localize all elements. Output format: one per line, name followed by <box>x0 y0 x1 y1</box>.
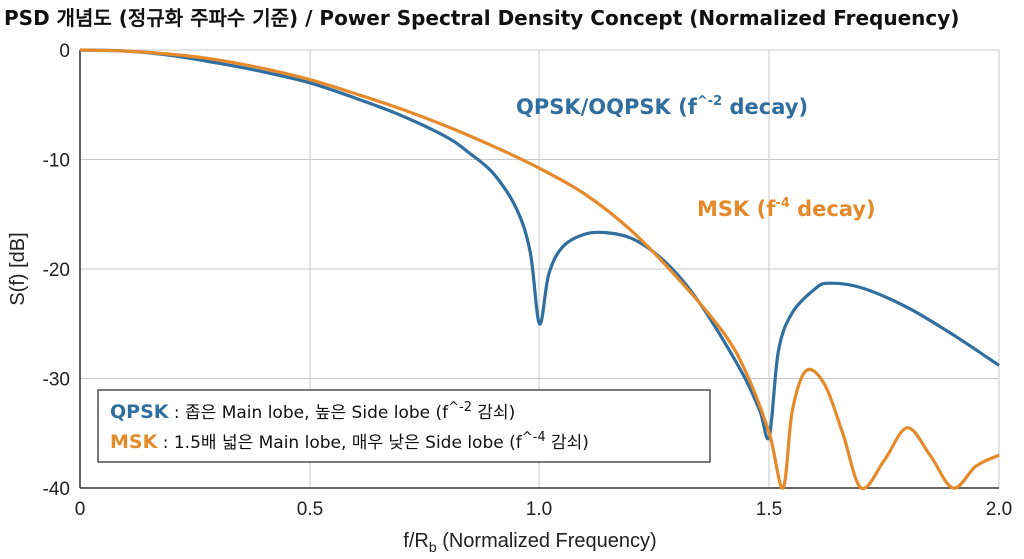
qpsk-annotation: QPSK/OQPSK (f^-2 decay) <box>516 94 808 119</box>
series-layer <box>79 48 1000 491</box>
qpsk-annotation-sup: ^-2 <box>697 94 722 109</box>
legend-row-msk: MSK : 1.5배 넓은 Main lobe, 매우 낮은 Side lobe… <box>110 430 589 453</box>
axes <box>79 50 999 489</box>
grid-lines <box>80 49 1000 488</box>
msk-annotation: MSK (f-4 decay) <box>697 196 876 221</box>
x-axis-label: f/Rb (Normalized Frequency) <box>403 530 656 555</box>
legend: QPSK : 좁은 Main lobe, 높은 Side lobe (f^-2 … <box>97 389 711 463</box>
x-tick-label: 1.0 <box>526 499 552 520</box>
x-tick-labels: 0 0.5 1.0 1.5 2.0 <box>75 499 1013 520</box>
x-tick-label: 2.0 <box>986 499 1012 520</box>
x-axis-label-main: f/R <box>403 530 429 552</box>
legend-post-qpsk: 감쇠) <box>472 403 515 423</box>
qpsk-annotation-text: QPSK/OQPSK (f <box>516 95 698 119</box>
legend-desc-msk: : 1.5배 넓은 Main lobe, 매우 낮은 Side lobe (f <box>157 433 522 453</box>
y-tick-label: -30 <box>43 370 70 391</box>
y-tick-label: 0 <box>59 41 70 62</box>
legend-box <box>97 389 711 463</box>
legend-desc-qpsk: : 좁은 Main lobe, 높은 Side lobe (f <box>168 403 449 423</box>
legend-sup-msk: ^-4 <box>522 430 546 445</box>
msk-annotation-sup: -4 <box>775 196 789 211</box>
legend-sup-qpsk: ^-2 <box>448 400 472 415</box>
x-axis-label-rest: (Normalized Frequency) <box>437 530 657 552</box>
legend-row-qpsk: QPSK : 좁은 Main lobe, 높은 Side lobe (f^-2 … <box>110 400 515 423</box>
legend-post-msk: 감쇠) <box>546 433 589 453</box>
y-tick-labels: 0 -10 -20 -30 -40 <box>43 41 70 500</box>
chart-title: PSD 개념도 (정규화 주파수 기준) / Power Spectral De… <box>4 6 959 30</box>
y-tick-label: -20 <box>43 260 70 281</box>
x-tick-label: 0.5 <box>297 499 323 520</box>
x-tick-label: 0 <box>75 499 86 520</box>
legend-key-qpsk: QPSK <box>110 401 170 423</box>
y-axis-label: S(f) [dB] <box>7 232 29 305</box>
y-tick-label: -10 <box>43 151 70 172</box>
series-line-qpsk-oqpsk <box>79 48 1000 441</box>
qpsk-annotation-after: decay) <box>722 95 808 119</box>
legend-key-msk: MSK <box>110 431 159 453</box>
msk-annotation-after: decay) <box>790 197 876 221</box>
msk-annotation-text: MSK (f <box>697 197 776 221</box>
y-tick-label: -40 <box>43 479 70 500</box>
x-tick-label: 1.5 <box>756 499 782 520</box>
series-line-msk <box>79 48 1000 491</box>
x-axis-label-subscript: b <box>429 539 437 555</box>
